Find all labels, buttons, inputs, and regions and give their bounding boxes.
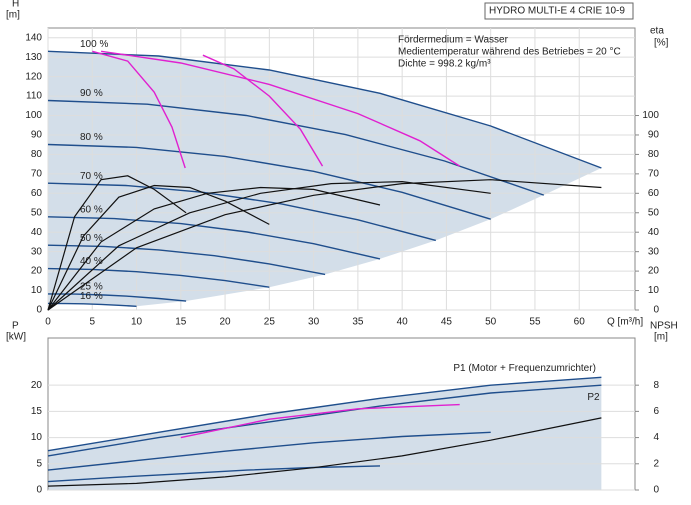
y2-tick-label: 90 [648, 130, 660, 141]
series-line [47, 180, 491, 311]
y2-axis-label: eta [650, 26, 664, 37]
annotation: Dichte = 998.2 kg/m³ [398, 59, 491, 70]
y-tick-label: 20 [31, 266, 43, 277]
x-tick-label: 40 [397, 317, 409, 328]
x-tick-label: 25 [264, 317, 276, 328]
series-line [47, 50, 602, 169]
series-line [92, 50, 186, 169]
y2-tick-label: 0 [653, 485, 659, 496]
y2-axis-unit: [%] [654, 38, 669, 49]
y2-tick-label: 40 [648, 227, 660, 238]
y-tick-label: 0 [36, 305, 42, 316]
y-tick-label: 20 [31, 380, 43, 391]
y2-axis-label: NPSH [650, 321, 678, 332]
x-tick-label: 15 [175, 317, 187, 328]
y-tick-label: 10 [31, 285, 43, 296]
series-line [47, 431, 491, 471]
series-line [47, 384, 602, 457]
y2-tick-label: 100 [642, 110, 659, 121]
annotation: Fördermedium = Wasser [398, 35, 509, 46]
y-axis-label: H [12, 0, 19, 10]
curve-label: 40 % [80, 256, 103, 267]
y2-tick-label: 50 [648, 207, 660, 218]
y2-tick-label: 8 [653, 380, 659, 391]
curve-label: P2 [587, 392, 600, 403]
series-line [47, 417, 602, 487]
y-axis-label: P [12, 321, 19, 332]
x-tick-label: 20 [220, 317, 232, 328]
y-tick-label: 80 [31, 149, 43, 160]
y-tick-label: 100 [25, 110, 42, 121]
x-tick-label: 45 [441, 317, 453, 328]
y-tick-label: 90 [31, 130, 43, 141]
x-tick-label: 35 [352, 317, 364, 328]
y-tick-label: 40 [31, 227, 43, 238]
curve-label: 60 % [80, 204, 103, 215]
curve-label: 100 % [80, 39, 108, 50]
y-tick-label: 110 [26, 91, 42, 102]
y2-tick-label: 30 [648, 246, 660, 257]
curve-label: 16 % [80, 291, 103, 302]
y-tick-label: 70 [31, 169, 43, 180]
annotation: Medientemperatur während des Betriebes =… [398, 47, 621, 58]
y-axis-unit: [m] [6, 10, 20, 21]
series-line [47, 186, 381, 311]
y-tick-label: 30 [31, 246, 43, 257]
series-line [47, 376, 602, 452]
x-tick-label: 10 [131, 317, 143, 328]
series-line [47, 244, 326, 276]
title-box [484, 2, 634, 20]
curve-label: 90 % [80, 88, 103, 99]
y-tick-label: 120 [25, 71, 42, 82]
y-tick-label: 140 [25, 32, 42, 43]
y2-tick-label: 60 [648, 188, 660, 199]
y-tick-label: 50 [31, 207, 43, 218]
series-line [47, 143, 491, 220]
y2-tick-label: 80 [648, 149, 660, 160]
series-line [100, 50, 461, 167]
y-tick-label: 0 [36, 485, 42, 496]
x-axis-label: Q [m³/h] [607, 317, 643, 328]
x-tick-label: 55 [529, 317, 541, 328]
y2-tick-label: 10 [648, 285, 660, 296]
x-tick-label: 5 [89, 317, 95, 328]
y-tick-label: 10 [31, 432, 43, 443]
y-tick-label: 130 [25, 52, 42, 63]
y-axis-unit: [kW] [6, 332, 26, 343]
curve-label: 50 % [80, 233, 103, 244]
y-tick-label: 60 [31, 188, 43, 199]
curve-label: 25 % [80, 281, 103, 292]
operating-range [48, 377, 602, 490]
series-line [47, 175, 187, 311]
curve-label: 70 % [80, 171, 103, 182]
series-line [47, 179, 602, 311]
series-line [202, 54, 324, 167]
y2-tick-label: 0 [653, 305, 659, 316]
y2-tick-label: 20 [648, 266, 660, 277]
curve-label: 80 % [80, 132, 103, 143]
y-tick-label: 15 [31, 406, 43, 417]
series-line [47, 216, 381, 260]
y-tick-label: 5 [36, 458, 42, 469]
series-line [47, 267, 270, 288]
series-line [47, 302, 137, 307]
x-tick-label: 30 [308, 317, 320, 328]
x-tick-label: 50 [485, 317, 497, 328]
y2-tick-label: 2 [653, 458, 659, 469]
y2-tick-label: 70 [648, 169, 660, 180]
y2-tick-label: 6 [653, 406, 659, 417]
series-line [47, 184, 270, 311]
curve-label: P1 (Motor + Frequenzumrichter) [453, 363, 596, 374]
series-line [180, 403, 460, 439]
x-tick-label: 60 [574, 317, 586, 328]
series-line [47, 465, 381, 483]
x-tick-label: 0 [45, 317, 51, 328]
chart-title: HYDRO MULTI-E 4 CRIE 10-9 [489, 6, 625, 17]
y2-tick-label: 4 [653, 432, 659, 443]
y2-axis-unit: [m] [654, 332, 668, 343]
